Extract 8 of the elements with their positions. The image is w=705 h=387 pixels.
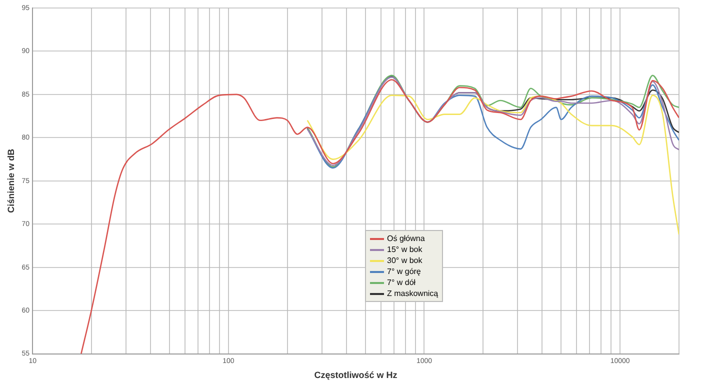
legend-label: 7° w górę: [387, 266, 421, 277]
legend-label: 15° w bok: [387, 244, 422, 255]
x-axis-title: Częstotliwość w Hz: [314, 370, 398, 380]
legend-label: 30° w bok: [387, 255, 422, 266]
y-axis-title: Ciśnienie w dB: [6, 148, 16, 213]
legend-label: Z maskownicą: [387, 288, 438, 299]
legend-label: 7° w dół: [387, 277, 416, 288]
legend-label: Oś główna: [387, 233, 425, 244]
